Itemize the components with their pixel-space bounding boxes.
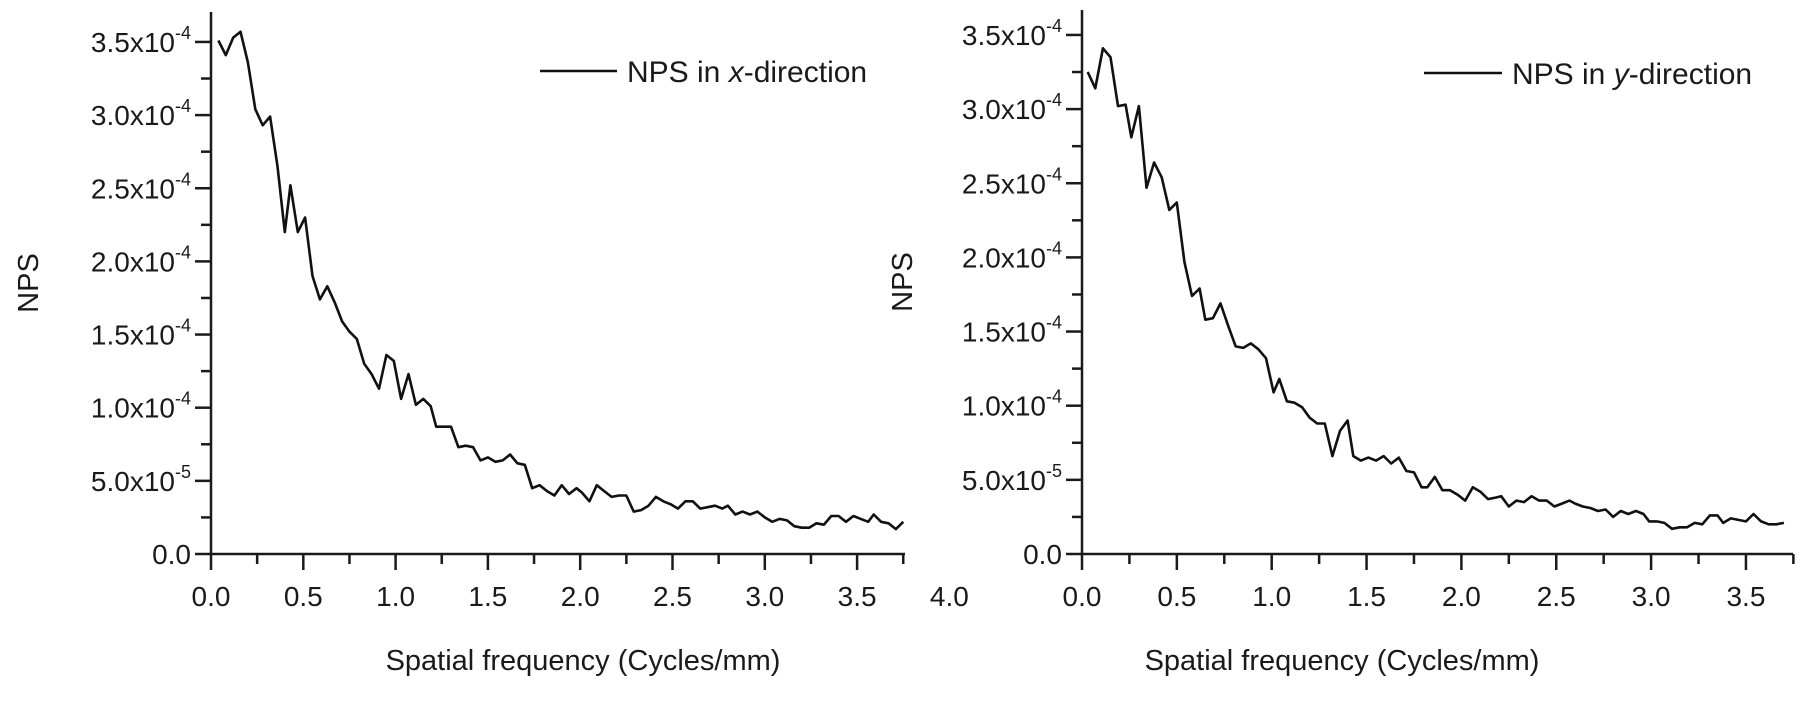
x-tick-label: 1.5 [1347,581,1386,612]
series-line [217,30,905,531]
y-tick-label: 1.0x10-4 [962,387,1062,422]
y-axis-title: NPS [13,253,45,313]
y-tick-label: 5.0x10-5 [962,461,1062,496]
y-axis-title: NPS [887,252,919,312]
x-axis-title: Spatial frequency (Cycles/mm) [386,645,781,677]
y-tick-label: 0.0 [152,539,191,570]
series-line [1086,47,1785,531]
x-tick-label: 3.0 [745,581,784,612]
x-tick-label: 3.0 [1632,581,1671,612]
x-tick-label: 1.5 [468,581,507,612]
x-tick-label: 2.5 [653,581,692,612]
y-tick-label: 2.0x10-4 [962,238,1062,273]
y-tick-label: 3.5x10-4 [91,23,191,58]
y-tick-label: 5.0x10-5 [91,462,191,497]
y-tick-label: 2.5x10-4 [91,169,191,204]
y-tick-label: 2.5x10-4 [962,164,1062,199]
x-tick-label: 4.0 [930,581,969,612]
y-tick-label: 3.0x10-4 [962,90,1062,125]
y-tick-label: 2.0x10-4 [91,242,191,277]
x-tick-label: 0.5 [1157,581,1196,612]
x-tick-label: 0.0 [192,581,231,612]
legend-label: NPS in x-direction [627,56,867,89]
legend: NPS in y-direction [1424,58,1752,91]
x-axis-title: Spatial frequency (Cycles/mm) [1145,645,1540,677]
x-tick-label: 0.0 [1063,581,1102,612]
y-tick-label: 1.5x10-4 [91,316,191,351]
y-tick-label: 0.0 [1023,539,1062,570]
x-tick-label: 3.5 [1726,581,1765,612]
x-tick-label: 1.0 [1252,581,1291,612]
x-tick-label: 2.5 [1537,581,1576,612]
x-tick-label: 0.5 [284,581,323,612]
x-tick-label: 1.0 [376,581,415,612]
y-tick-label: 3.0x10-4 [91,96,191,131]
y-tick-label: 1.5x10-4 [962,313,1062,348]
y-tick-label: 3.5x10-4 [962,16,1062,51]
panel-nps-y: 0.0 0.5 1.0 1.5 2.0 2.5 3.0 3.5 0.0 5.0x10-5 1.0x1… [887,10,1795,677]
x-tick-label: 2.0 [561,581,600,612]
x-tick-label: 2.0 [1442,581,1481,612]
panel-nps-x: 0.0 0.5 1.0 1.5 2.0 2.5 3.0 3.5 4.0 0.0 5.0x10-5 1.… [13,12,969,677]
x-tick-label: 3.5 [838,581,877,612]
y-tick-label: 1.0x10-4 [91,389,191,424]
legend-label: NPS in y-direction [1512,58,1752,91]
legend: NPS in x-direction [540,56,867,89]
